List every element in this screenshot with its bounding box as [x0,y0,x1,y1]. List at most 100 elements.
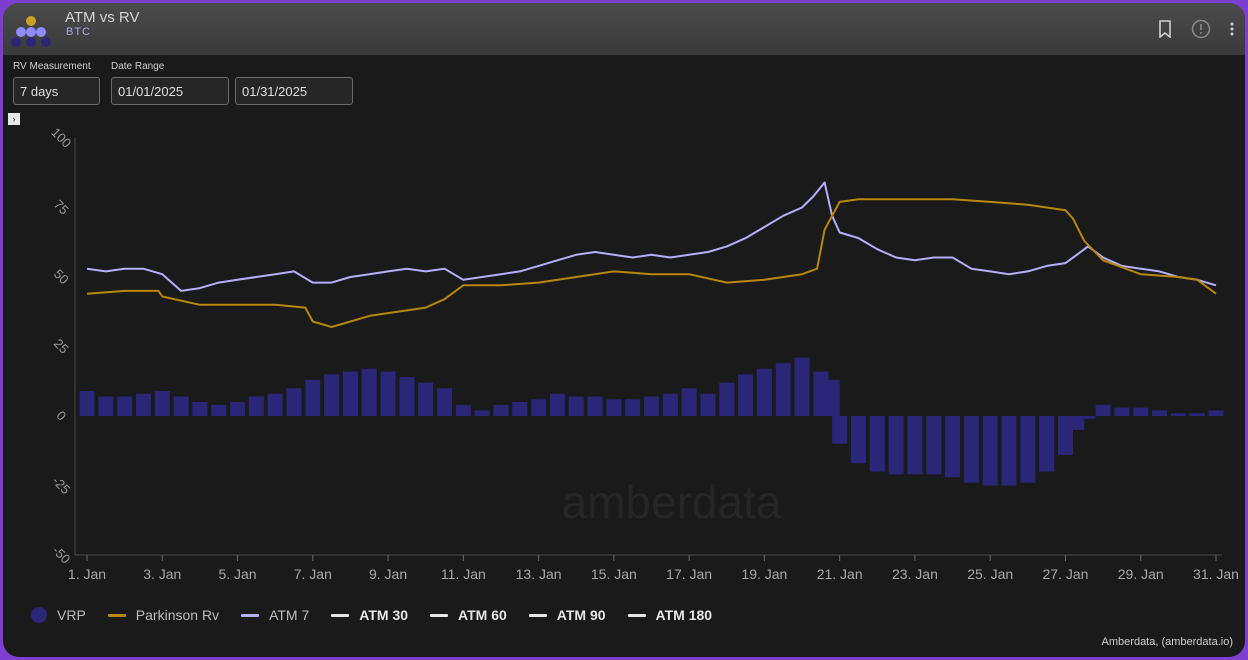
legend-dot-icon [31,607,47,623]
vrp-bar [230,402,246,416]
legend-line-icon [241,613,260,617]
vrp-bar [436,388,453,416]
legend-label: ATM 7 [269,607,310,623]
x-tick-label: 27. Jan [1042,566,1088,582]
x-tick-label: 15. Jan [591,566,637,582]
date-start-input[interactable]: 01/01/2025 [111,77,229,105]
info-icon[interactable] [1191,19,1211,44]
legend-label: ATM 180 [655,607,713,623]
vrp-bar [1170,413,1186,416]
vrp-bar [248,396,264,416]
vrp-bar [756,368,772,416]
vrp-bar [1152,410,1168,416]
legend-item[interactable]: Parkinson Rv [107,607,220,623]
legend-item[interactable]: ATM 90 [528,607,606,623]
y-tick-label: 25 [51,336,72,357]
legend-label: ATM 60 [458,607,507,623]
y-tick-label: -25 [49,473,73,497]
vrp-bar [493,404,509,416]
legend-line-icon [331,613,350,617]
vrp-bar [1208,410,1224,416]
x-tick-label: 3. Jan [143,566,181,582]
vrp-bar [380,371,396,416]
vrp-bar [945,416,961,478]
x-tick-label: 11. Jan [441,566,486,582]
y-tick-label: -50 [49,543,73,567]
vrp-bar [1114,407,1130,416]
legend-item[interactable]: ATM 7 [241,607,309,623]
vrp-bar [926,416,942,475]
watermark-text: amberdata [562,476,782,528]
vrp-bar [455,404,471,416]
card-header: ATM vs RV BTC [3,3,1245,55]
vrp-bar [305,379,321,416]
more-vertical-icon[interactable] [1229,21,1235,42]
vrp-bar [192,402,208,416]
vrp-bar [1080,416,1096,419]
legend-line-icon [627,613,646,617]
vrp-bar [474,410,490,416]
legend-item[interactable]: ATM 180 [627,607,713,623]
vrp-bar [117,396,133,416]
vrp-bar [982,416,998,486]
vrp-bar [775,363,791,416]
x-tick-label: 5. Jan [218,566,256,582]
vrp-bar [1039,416,1055,472]
vrp-bar [324,374,340,416]
x-tick-label: 23. Jan [892,566,938,582]
vrp-bar [662,393,678,416]
series-line-parkinson-rv [86,198,1217,328]
chart-card: ATM vs RV BTC RV Measurement 7 days Date… [3,3,1245,657]
y-tick-label: 50 [51,266,72,287]
vrp-bar [963,416,979,483]
expand-toggle-icon[interactable]: › [8,113,20,125]
vrp-bar [824,379,840,416]
vrp-bar [267,393,283,416]
x-tick-label: 29. Jan [1118,566,1164,582]
vrp-bar [700,393,716,416]
legend-line-icon [430,613,449,617]
x-tick-label: 9. Jan [369,566,407,582]
vrp-bar [568,396,584,416]
legend-line-icon [107,613,126,617]
x-tick-label: 7. Jan [294,566,332,582]
vrp-bar [418,382,434,416]
legend-item[interactable]: ATM 60 [430,607,507,623]
y-tick-label: 100 [48,125,74,151]
legend-item[interactable]: VRP [31,607,86,623]
x-tick-label: 17. Jan [666,566,712,582]
vrp-bar [79,390,95,416]
vrp-bar [625,399,641,416]
bookmark-icon[interactable] [1157,20,1173,43]
vrp-bar [135,393,151,416]
date-end-input[interactable]: 01/31/2025 [235,77,353,105]
vrp-bar [98,396,114,416]
rv-measurement-label: RV Measurement [13,61,91,72]
credit-text: Amberdata, (amberdata.io) [1101,636,1233,648]
chart-legend: VRP Parkinson Rv ATM 7 ATM 30 ATM 60 ATM 90 AT… [31,607,734,623]
series-line-atm-7 [86,181,1217,292]
vrp-bar [794,357,810,416]
vrp-bar [606,399,622,416]
legend-label: VRP [57,607,86,623]
vrp-bar [813,371,829,416]
x-tick-label: 25. Jan [967,566,1013,582]
vrp-bar [1133,407,1149,416]
legend-label: Parkinson Rv [135,607,220,623]
vrp-bar [643,396,660,416]
rv-measurement-select[interactable]: 7 days [13,77,100,105]
amberdata-logo-icon [11,16,51,47]
date-range-label: Date Range [111,61,165,72]
vrp-bar [832,416,848,444]
vrp-bar [173,396,189,416]
x-tick-label: 1. Jan [68,566,106,582]
legend-line-icon [528,613,547,617]
legend-label: ATM 90 [556,607,606,623]
chart-title: ATM vs RV [65,9,140,26]
vrp-bar [850,416,867,464]
legend-item[interactable]: ATM 30 [331,607,408,623]
vrp-bar [512,402,528,416]
x-tick-label: 13. Jan [516,566,562,582]
asset-subtitle: BTC [66,26,91,38]
vrp-bar [719,382,735,416]
